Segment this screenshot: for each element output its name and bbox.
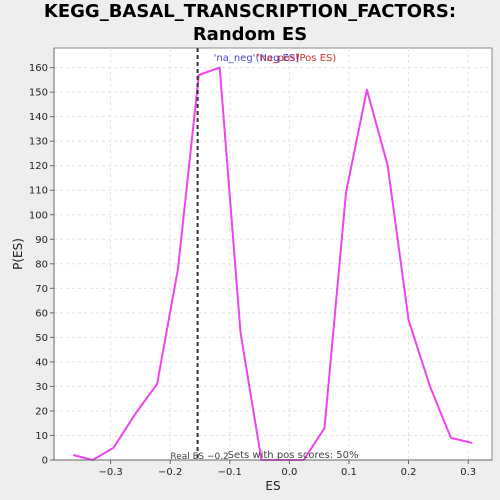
y-tick-label: 150 (29, 88, 48, 99)
y-tick-label: 110 (29, 186, 48, 197)
x-tick-label: 0.1 (341, 467, 357, 478)
y-tick-label: 70 (35, 284, 48, 295)
series-point (134, 412, 137, 415)
real-es-label: Real ES −0.2 (170, 452, 228, 462)
series-point (450, 437, 452, 439)
series-point (177, 267, 179, 270)
x-tick-label: −0.2 (158, 467, 182, 478)
series-point (239, 331, 242, 334)
y-tick-label: 10 (35, 431, 48, 442)
y-tick-label: 50 (35, 333, 48, 344)
y-tick-label: 20 (35, 406, 48, 417)
series-point (72, 454, 75, 456)
x-axis-label: ES (265, 479, 280, 493)
series-point (386, 164, 389, 167)
y-axis-label: P(ES) (11, 238, 25, 270)
legend: 'na_neg' (Neg ES) "na_pos" (Pos ES) (214, 53, 337, 64)
y-tick-label: 140 (29, 112, 48, 123)
series-point (198, 74, 200, 76)
y-tick-label: 120 (29, 161, 48, 172)
y-tick-label: 130 (29, 137, 48, 148)
y-tick-label: 80 (35, 259, 48, 270)
y-tick-label: 100 (29, 210, 48, 221)
x-tick-label: −0.1 (218, 467, 242, 478)
legend-entry-na-neg: 'na_neg' (214, 53, 256, 64)
y-tick-label: 90 (35, 235, 48, 246)
y-tick-label: 40 (35, 357, 48, 368)
x-tick-label: −0.3 (98, 467, 122, 478)
series-point (470, 442, 473, 444)
series-point (218, 66, 221, 69)
series-point (323, 427, 326, 429)
series-point (407, 319, 410, 322)
legend-entry-neg-es: (Neg ES) (256, 53, 300, 64)
chart-title-line-1: KEGG_BASAL_TRANSCRIPTION_FACTORS: Random… (43, 1, 457, 45)
y-tick-label: 0 (42, 456, 48, 467)
x-tick-label: 0.2 (401, 467, 417, 478)
series-point (345, 191, 347, 194)
x-tick-label: 0.3 (460, 467, 476, 478)
legend-entry-na-pos: "na_pos" (256, 53, 300, 64)
y-tick-label: 30 (35, 382, 48, 393)
y-tick-label: 160 (29, 63, 48, 74)
plot-area (53, 47, 493, 461)
svg-text:'na_neg' (Neg ES): 'na_neg' (Neg ES) "na_pos" (Pos ES) (214, 53, 337, 64)
axis-ticks: 0 10 20 30 40 50 60 70 80 90 100 110 120 130 140 150 160… (29, 48, 492, 478)
legend-entry-pos-es: (Pos ES) (296, 53, 337, 64)
pos-scores-annotation: Sets with pos scores: 50% (228, 450, 359, 461)
series-point (429, 385, 431, 388)
x-tick-label: 0.0 (281, 467, 297, 478)
series-point (366, 88, 368, 91)
y-tick-label: 60 (35, 308, 48, 319)
series-point (112, 446, 115, 449)
series-point (156, 383, 158, 385)
